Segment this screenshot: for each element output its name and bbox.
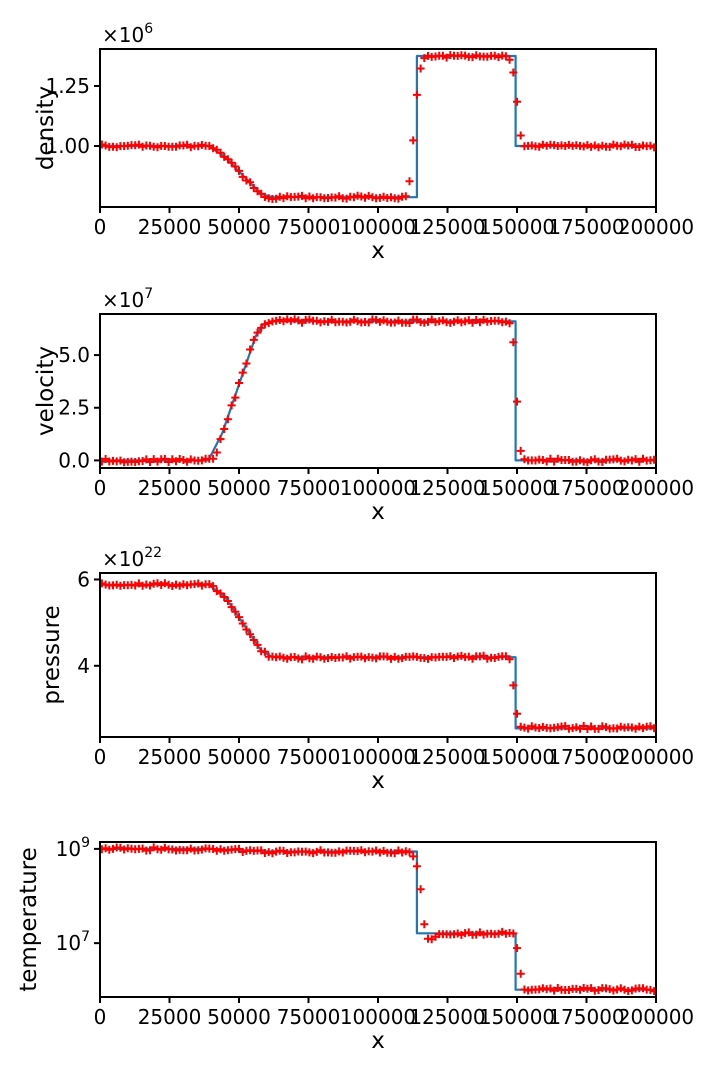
y-tick-label: 1.00 <box>45 134 90 158</box>
axes-spines <box>99 313 657 469</box>
x-tick-label: 100000 <box>340 745 416 769</box>
x-tick-label: 0 <box>94 745 107 769</box>
y-axis: 4 6 ×1022 pressure <box>39 545 162 705</box>
temperature-subplot: 0 25000 50000 75000 100000125000150000175000… <box>16 835 694 1054</box>
y-tick-label: 2.5 <box>58 396 90 420</box>
x-tick-label: 25000 <box>138 215 202 239</box>
axes-spines <box>99 841 657 998</box>
x-axis-label: x <box>371 1028 385 1054</box>
x-tick-label: 150000 <box>479 1005 555 1029</box>
x-axis-label: x <box>371 238 385 264</box>
x-tick-label: 175000 <box>548 1005 624 1029</box>
x-tick-label: 200000 <box>618 476 694 500</box>
x-tick-label: 25000 <box>138 1005 202 1029</box>
x-tick-label: 175000 <box>548 476 624 500</box>
y-axis: 1.00 1.25 ×106 density <box>33 21 153 170</box>
x-axis-label: x <box>371 499 385 525</box>
y-tick-label: 109 <box>56 835 90 861</box>
x-tick-label: 25000 <box>138 476 202 500</box>
x-tick-label: 50000 <box>207 476 271 500</box>
x-tick-label: 25000 <box>138 745 202 769</box>
exact-solution-line <box>100 320 656 462</box>
x-axis: 0 25000 50000 75000 100000125000150000175000… <box>94 997 694 1054</box>
x-tick-label: 100000 <box>340 1005 416 1029</box>
x-axis: 0 25000 50000 75000 100000125000150000175000… <box>94 737 694 794</box>
x-tick-label: 75000 <box>277 476 341 500</box>
y-axis-offset-text: ×107 <box>102 286 153 312</box>
x-tick-label: 200000 <box>618 215 694 239</box>
density-subplot: 0 25000 50000 75000 100000125000150000175000… <box>33 21 694 264</box>
x-tick-label: 125000 <box>409 215 485 239</box>
x-tick-label: 125000 <box>409 745 485 769</box>
numerical-solution-markers <box>100 315 656 467</box>
x-tick-label: 175000 <box>548 215 624 239</box>
y-axis-label: velocity <box>33 346 59 436</box>
velocity-subplot: 0 25000 50000 75000 100000125000150000175000… <box>33 286 694 525</box>
y-tick-label: 1.25 <box>45 74 90 98</box>
y-tick-label: 6 <box>77 567 90 591</box>
x-tick-label: 75000 <box>277 1005 341 1029</box>
x-tick-label: 200000 <box>618 745 694 769</box>
x-tick-label: 125000 <box>409 1005 485 1029</box>
x-tick-label: 0 <box>94 1005 107 1029</box>
numerical-solution-markers <box>100 843 656 996</box>
x-tick-label: 175000 <box>548 745 624 769</box>
numerical-solution-markers <box>100 51 656 203</box>
x-tick-label: 0 <box>94 476 107 500</box>
y-axis-offset-text: ×1022 <box>102 545 162 571</box>
y-axis-label: density <box>33 86 59 170</box>
x-tick-label: 75000 <box>277 745 341 769</box>
x-tick-label: 100000 <box>340 476 416 500</box>
y-axis-offset-text: ×106 <box>102 21 153 47</box>
x-tick-label: 50000 <box>207 1005 271 1029</box>
x-tick-label: 200000 <box>618 1005 694 1029</box>
y-axis-label: pressure <box>39 605 65 704</box>
y-tick-label: 5.0 <box>58 343 90 367</box>
x-axis-label: x <box>371 768 385 794</box>
y-tick-label: 4 <box>77 654 90 678</box>
x-tick-label: 0 <box>94 215 107 239</box>
y-axis-label: temperature <box>16 847 42 992</box>
x-tick-label: 150000 <box>479 476 555 500</box>
x-tick-label: 150000 <box>479 745 555 769</box>
y-axis: 107 109 temperature <box>16 835 100 992</box>
x-tick-label: 100000 <box>340 215 416 239</box>
x-tick-label: 50000 <box>207 215 271 239</box>
x-tick-label: 150000 <box>479 215 555 239</box>
pressure-subplot: 0 25000 50000 75000 100000125000150000175000… <box>39 545 694 794</box>
numerical-solution-markers <box>100 579 656 733</box>
y-tick-label: 107 <box>56 929 90 955</box>
axes-spines <box>99 572 657 738</box>
x-tick-label: 50000 <box>207 745 271 769</box>
x-axis: 0 25000 50000 75000 100000125000150000175000… <box>94 468 694 525</box>
x-tick-label: 75000 <box>277 215 341 239</box>
y-tick-label: 0.0 <box>58 448 90 472</box>
y-axis: 0.0 2.5 5.0 ×107 velocity <box>33 286 153 472</box>
x-axis: 0 25000 50000 75000 100000125000150000175000… <box>94 207 694 264</box>
axes-spines <box>99 48 657 208</box>
x-tick-label: 125000 <box>409 476 485 500</box>
